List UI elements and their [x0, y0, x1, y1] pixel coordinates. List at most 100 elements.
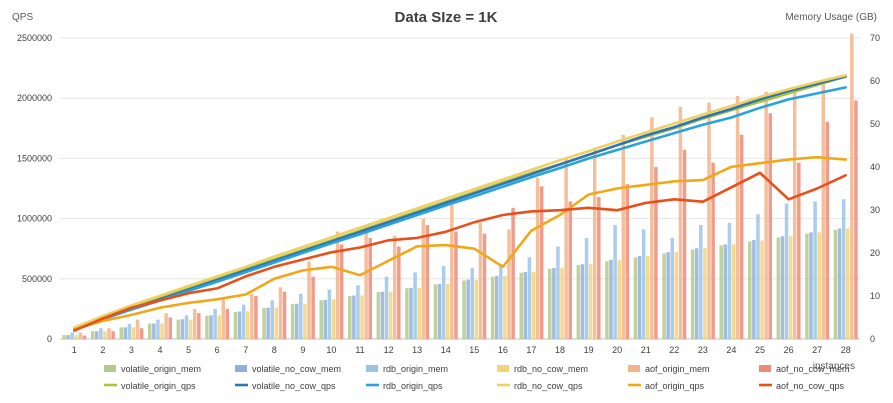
- legend-label-aof_origin_mem: aof_origin_mem: [645, 364, 710, 374]
- bar-aof_origin_mem: [335, 231, 340, 339]
- y-left-tick-label: 500000: [22, 274, 52, 284]
- bar-rdb_no_cow_mem: [817, 232, 821, 339]
- bar-volatile_origin_mem: [376, 292, 381, 339]
- line-volatile_no_cow_qps: [73, 75, 848, 331]
- bar-volatile_origin_mem: [290, 304, 295, 339]
- bar-aof_no_cow_mem: [282, 291, 287, 339]
- bar-rdb_origin_mem: [584, 237, 589, 339]
- bar-rdb_no_cow_mem: [674, 252, 679, 339]
- y-right-tick-label: 20: [870, 248, 880, 258]
- bar-aof_no_cow_mem: [311, 276, 315, 339]
- x-tick-label: 19: [584, 345, 594, 355]
- bar-volatile_origin_mem: [176, 319, 181, 339]
- y-left-tick-label: 2000000: [17, 93, 52, 103]
- bar-volatile_origin_mem: [233, 311, 238, 339]
- bar-rdb_origin_mem: [413, 272, 417, 339]
- legend-label-volatile_no_cow_qps: volatile_no_cow_qps: [252, 381, 336, 391]
- bar-aof_no_cow_mem: [768, 113, 772, 339]
- x-tick-label: 27: [812, 345, 822, 355]
- bar-volatile_origin_mem: [490, 276, 495, 339]
- bar-aof_origin_mem: [421, 218, 426, 339]
- left-axis-title: QPS: [12, 12, 33, 23]
- bar-aof_no_cow_mem: [511, 207, 515, 339]
- y-left-tick-label: 0: [47, 334, 52, 344]
- bar-volatile_no_cow_mem: [152, 323, 156, 339]
- bar-rdb_no_cow_mem: [560, 268, 564, 339]
- bar-aof_no_cow_mem: [111, 331, 115, 339]
- bar-rdb_origin_mem: [70, 332, 74, 339]
- x-tick-label: 15: [469, 345, 479, 355]
- bar-aof_no_cow_mem: [854, 100, 858, 339]
- bar-volatile_no_cow_mem: [180, 319, 185, 339]
- bar-aof_origin_mem: [392, 235, 397, 339]
- bar-aof_no_cow_mem: [139, 328, 144, 339]
- bar-aof_origin_mem: [221, 298, 226, 339]
- bar-aof_origin_mem: [678, 106, 683, 339]
- bar-rdb_origin_mem: [384, 276, 389, 339]
- bar-volatile_origin_mem: [433, 284, 438, 339]
- bar-aof_no_cow_mem: [168, 317, 172, 339]
- bar-rdb_no_cow_mem: [274, 307, 279, 339]
- legend-label-rdb_origin_mem: rdb_origin_mem: [383, 364, 448, 374]
- x-tick-label: 13: [412, 345, 422, 355]
- y-left-tick-label: 2500000: [17, 33, 52, 43]
- bar-aof_origin_mem: [764, 91, 768, 339]
- bar-volatile_no_cow_mem: [809, 232, 813, 339]
- x-tick-label: 24: [726, 345, 736, 355]
- bar-aof_origin_mem: [192, 308, 197, 339]
- x-tick-label: 16: [498, 345, 508, 355]
- bar-volatile_no_cow_mem: [237, 311, 242, 339]
- bar-volatile_origin_mem: [319, 300, 323, 339]
- bar-volatile_origin_mem: [805, 233, 809, 339]
- bar-rdb_origin_mem: [556, 246, 560, 339]
- legend-swatch-rdb_no_cow_mem: [497, 365, 509, 372]
- bar-volatile_origin_mem: [748, 241, 752, 339]
- bar-rdb_origin_mem: [499, 263, 503, 339]
- y-right-tick-label: 70: [870, 33, 880, 43]
- bar-volatile_origin_mem: [548, 268, 552, 339]
- bar-volatile_origin_mem: [462, 280, 466, 339]
- bar-volatile_origin_mem: [719, 245, 723, 339]
- line-aof_origin_qps: [73, 155, 848, 331]
- line-series-group: [73, 74, 848, 332]
- bar-rdb_no_cow_mem: [588, 264, 593, 339]
- bar-rdb_origin_mem: [699, 225, 703, 339]
- bar-rdb_no_cow_mem: [217, 315, 221, 339]
- legend-label-volatile_no_cow_mem: volatile_no_cow_mem: [252, 364, 341, 374]
- bar-aof_origin_mem: [735, 96, 740, 339]
- x-tick-label: 9: [300, 345, 305, 355]
- bar-aof_no_cow_mem: [568, 201, 572, 339]
- y-right-tick-label: 40: [870, 162, 880, 172]
- bar-rdb_origin_mem: [241, 304, 246, 339]
- bar-rdb_origin_mem: [756, 214, 760, 339]
- bar-aof_no_cow_mem: [82, 335, 87, 339]
- bar-aof_origin_mem: [650, 117, 654, 339]
- bar-aof_no_cow_mem: [625, 184, 630, 339]
- bar-rdb_no_cow_mem: [531, 271, 536, 339]
- y-right-tick-label: 10: [870, 291, 880, 301]
- bar-rdb_origin_mem: [213, 308, 217, 339]
- bar-rdb_no_cow_mem: [731, 244, 736, 339]
- bar-rdb_no_cow_mem: [388, 291, 393, 339]
- bar-aof_origin_mem: [307, 261, 311, 339]
- bar-volatile_no_cow_mem: [66, 335, 70, 339]
- bar-volatile_no_cow_mem: [609, 259, 613, 339]
- bar-volatile_origin_mem: [90, 331, 95, 339]
- bar-rdb_no_cow_mem: [103, 331, 107, 339]
- bar-volatile_origin_mem: [690, 249, 695, 339]
- legend-label-volatile_origin_qps: volatile_origin_qps: [121, 381, 196, 391]
- bar-aof_origin_mem: [164, 313, 168, 339]
- bar-rdb_no_cow_mem: [760, 240, 764, 339]
- bar-rdb_no_cow_mem: [617, 260, 621, 339]
- y-right-tick-label: 50: [870, 119, 880, 129]
- bar-aof_no_cow_mem: [454, 231, 458, 339]
- bar-volatile_origin_mem: [205, 315, 209, 339]
- legend-label-aof_no_cow_qps: aof_no_cow_qps: [776, 381, 845, 391]
- bar-volatile_no_cow_mem: [666, 252, 670, 339]
- bar-volatile_no_cow_mem: [694, 248, 699, 339]
- x-tick-label: 3: [129, 345, 134, 355]
- legend-label-aof_no_cow_mem: aof_no_cow_mem: [776, 364, 850, 374]
- bar-aof_no_cow_mem: [339, 244, 344, 339]
- bar-rdb_origin_mem: [99, 328, 103, 339]
- bar-rdb_origin_mem: [299, 293, 303, 339]
